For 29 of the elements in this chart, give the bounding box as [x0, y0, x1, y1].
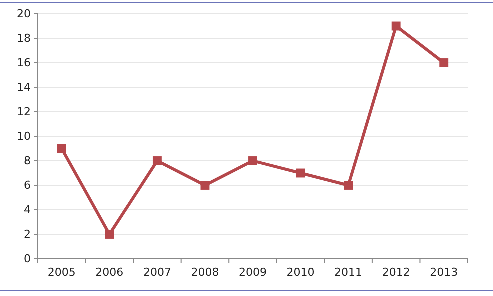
point [105, 230, 114, 239]
x-tick-label: 2010 [286, 266, 315, 279]
x-tick-label: 2009 [239, 266, 267, 279]
y-tick-label: 12 [17, 106, 31, 119]
y-tick-label: 8 [24, 154, 31, 168]
y-tick-label: 4 [24, 204, 31, 217]
point [200, 181, 210, 190]
y-tick-label: 20 [17, 8, 31, 21]
y-tick-label: 16 [17, 56, 31, 70]
point [392, 22, 401, 31]
y-tick-label: 2 [24, 228, 31, 242]
point [296, 168, 306, 178]
x-tick-label: 2007 [143, 266, 172, 279]
y-tick-label: 6 [24, 179, 31, 192]
point [440, 58, 449, 68]
y-tick-label: 14 [17, 81, 31, 94]
y-tick-label: 0 [24, 252, 31, 266]
y-tick-label: 10 [17, 130, 31, 144]
x-tick-label: 2013 [430, 266, 458, 279]
x-tick-label: 2011 [334, 266, 363, 279]
x-tick-label: 2008 [191, 266, 220, 279]
x-tick-label: 2012 [382, 266, 410, 279]
point [152, 156, 162, 166]
y-tick-label: 18 [17, 32, 31, 46]
x-tick-label: 2005 [48, 266, 76, 279]
point [248, 156, 258, 166]
point [344, 181, 354, 190]
x-tick-label: 2006 [96, 266, 124, 279]
point [57, 144, 66, 154]
